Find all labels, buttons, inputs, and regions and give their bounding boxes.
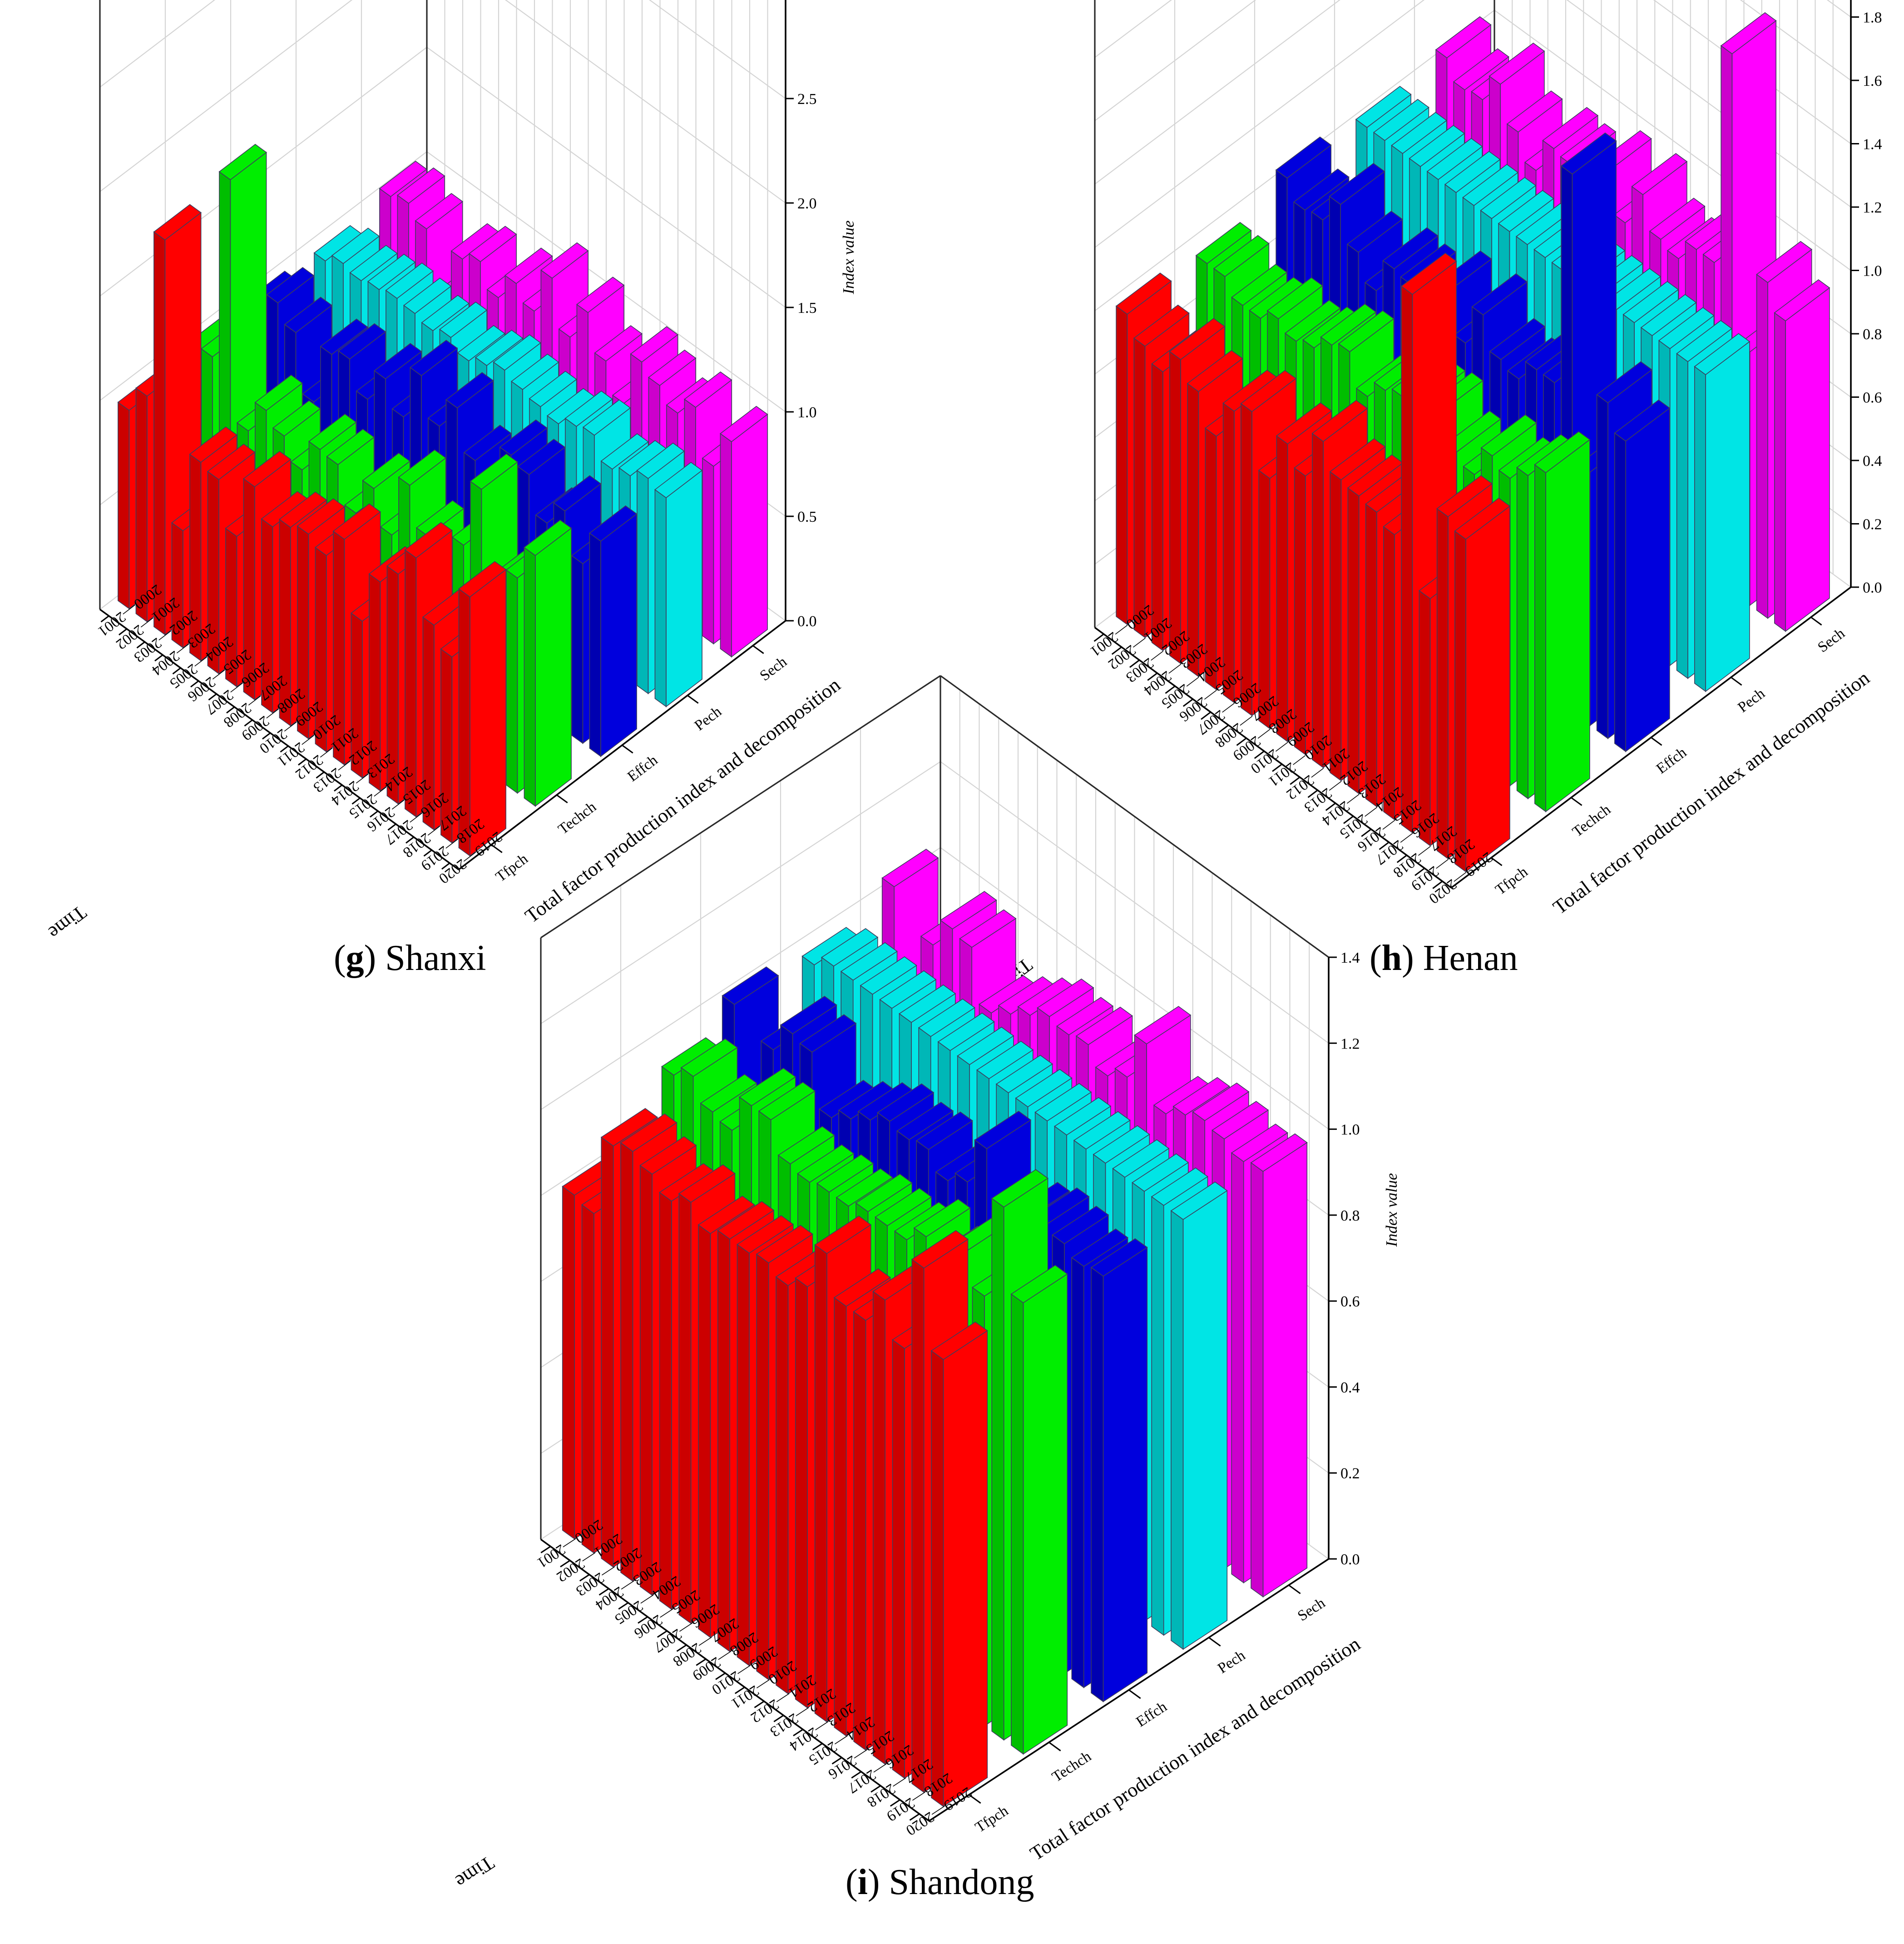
series-tick-label-effch: Effch (624, 752, 661, 785)
bars (1115, 12, 1830, 873)
bar-techch-0 (1010, 1265, 1068, 1755)
z-tick-label: 0.2 (1863, 516, 1882, 533)
caption-name: Henan (1423, 938, 1518, 978)
series-tick-label-sech: Sech (757, 653, 790, 684)
bar-effch-0 (1614, 399, 1671, 752)
z-axis-title: Index value (840, 220, 857, 294)
bar-pech-0 (654, 462, 703, 707)
chart-caption-shanxi: (g) Shanxi (334, 938, 486, 978)
bar3d-chart-shanxi: 2019—20202018—20192017—20182016—20172015… (44, 0, 857, 944)
bar-sech-0 (720, 406, 768, 658)
x-axis-title: Time (451, 1851, 498, 1893)
z-tick-label: 0.8 (1340, 1207, 1360, 1224)
series-tick-label-sech: Sech (1815, 625, 1848, 656)
bar-techch-0 (1534, 431, 1591, 813)
chart-panel-shandong: 2019—2020 2018—2019 2017—2018 2016—2017 2015… (451, 675, 1451, 1944)
series-tick-label-tfpch: Tfpch (972, 1802, 1011, 1836)
bar-effch-0 (1090, 1238, 1148, 1702)
series-tick-label-effch: Effch (1653, 744, 1690, 777)
bars (117, 143, 768, 857)
z-tick-label: 0.5 (797, 509, 817, 525)
series-tick-label-pech: Pech (692, 703, 725, 734)
bar-tfpch-0 (458, 561, 507, 857)
bars (562, 849, 1308, 1807)
series-tick-label-tfpch: Tfpch (1493, 864, 1531, 898)
chart-panel-henan: 2019—2020 2018—2019 2017—2018 2016—2017 2015… (952, 0, 1904, 1022)
series-tick-label-tfpch: Tfpch (493, 851, 531, 885)
caption-letter: h (1381, 938, 1402, 978)
bar-effch-0 (589, 505, 638, 757)
series-tick-label-pech: Pech (1735, 685, 1768, 716)
series-tick-label-effch: Effch (1133, 1698, 1170, 1730)
z-tick-label: 1.2 (1863, 199, 1882, 216)
series-tick-label-pech: Pech (1215, 1647, 1248, 1677)
bar-sech-0 (1774, 279, 1830, 632)
z-tick-label: 1.0 (1340, 1122, 1360, 1138)
z-tick-label: 0.0 (797, 613, 817, 630)
z-tick-label: 0.0 (1863, 579, 1882, 596)
bar-tfpch-0 (930, 1321, 988, 1807)
chart-caption-henan: (h) Henan (1370, 938, 1518, 978)
z-tick-label: 0.0 (1340, 1551, 1360, 1568)
z-tick-label: 2.5 (797, 91, 817, 108)
series-tick-label-techch: Techch (1569, 801, 1614, 840)
z-tick-label: 1.4 (1340, 950, 1360, 966)
bar-pech-0 (1694, 333, 1751, 693)
bar-tfpch-0 (1454, 497, 1511, 873)
z-tick-label: 1.8 (1863, 10, 1882, 26)
z-tick-label: 0.8 (1863, 326, 1882, 343)
z-axis-title: Index value (1383, 1173, 1400, 1247)
z-tick-label: 2.0 (797, 195, 817, 212)
z-tick-label: 0.2 (1340, 1465, 1360, 1482)
bar-pech-0 (1170, 1181, 1228, 1650)
z-tick-label: 0.4 (1340, 1379, 1360, 1396)
bar3d-chart-henan: 2019—20202018—20192017—20182016—20172015… (990, 0, 1882, 996)
z-tick-label: 1.6 (1863, 73, 1882, 89)
z-tick-label: 0.6 (1863, 390, 1882, 406)
x-axis-title: Time (44, 901, 90, 944)
chart-panel-shanxi: 2019—2020 2018—2019 2017—2018 2016—2017 2015… (0, 0, 952, 1022)
z-tick-label: 1.0 (797, 404, 817, 421)
bar3d-chart-shandong: 2019—20202018—20192017—20182016—20172015… (451, 675, 1400, 1893)
z-tick-label: 1.4 (1863, 136, 1882, 153)
caption-letter: i (857, 1862, 868, 1902)
z-tick-label: 0.6 (1340, 1293, 1360, 1310)
bar-sech-0 (1250, 1133, 1308, 1598)
series-tick-label-techch: Techch (555, 799, 600, 838)
bar-techch-0 (524, 519, 572, 807)
z-tick-label: 1.2 (1340, 1035, 1360, 1052)
caption-name: Shandong (889, 1862, 1034, 1902)
series-tick-label-sech: Sech (1295, 1595, 1328, 1625)
caption-name: Shanxi (385, 938, 486, 978)
z-tick-label: 1.5 (797, 300, 817, 317)
z-tick-label: 3.0 (797, 0, 817, 3)
series-tick-label-techch: Techch (1049, 1748, 1094, 1786)
z-tick-label: 1.0 (1863, 263, 1882, 280)
z-tick-label: 0.4 (1863, 453, 1882, 470)
chart-caption-shandong: (i) Shandong (846, 1862, 1034, 1902)
caption-letter: g (346, 938, 364, 978)
